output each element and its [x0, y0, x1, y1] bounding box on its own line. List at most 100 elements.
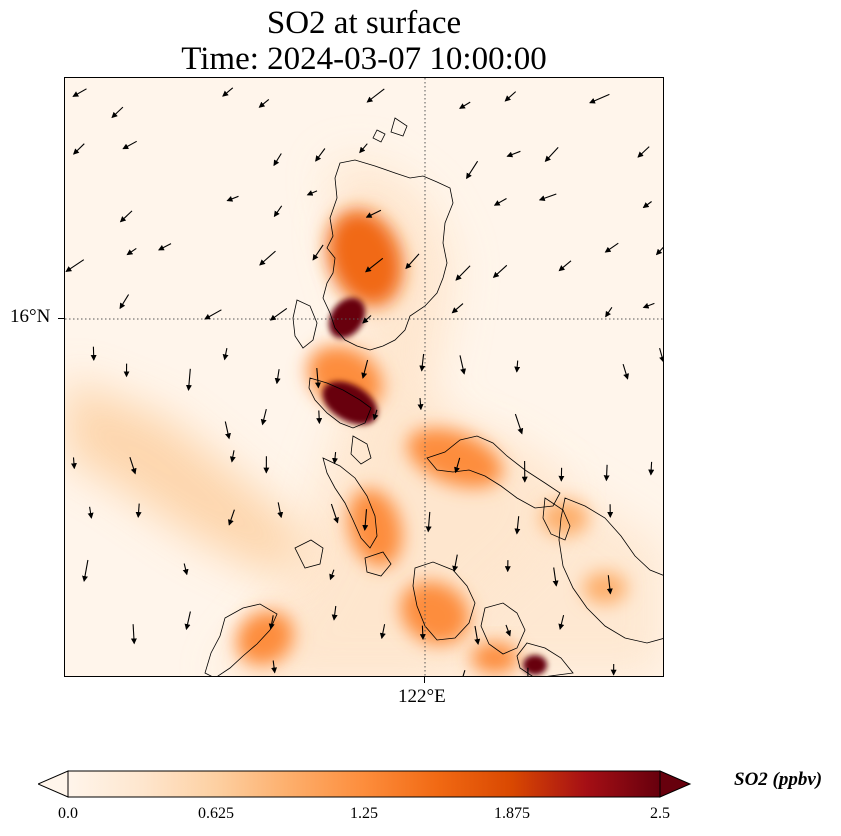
title-line-1: SO2 at surface — [266, 5, 462, 41]
wind-arrow — [119, 210, 133, 223]
wind-arrow — [504, 91, 517, 102]
colorbar-tick-label: 0.0 — [58, 805, 78, 822]
wind-arrow — [417, 398, 424, 411]
wind-arrow — [492, 264, 508, 278]
wind-arrow — [268, 615, 275, 630]
colorbar-tick-label: 1.875 — [494, 805, 530, 822]
map-plot-area — [64, 77, 664, 677]
wind-arrow — [87, 506, 94, 519]
wind-arrow — [454, 457, 461, 474]
wind-arrow — [119, 294, 130, 310]
wind-arrow — [362, 509, 369, 531]
wind-arrow — [365, 209, 382, 218]
wind-arrow — [135, 503, 142, 518]
title-line-2: Time: 2024-03-07 10:00:00 — [181, 41, 547, 77]
colorbar-under-extension — [38, 770, 69, 798]
wind-arrow — [419, 353, 426, 372]
wind-arrow — [642, 302, 655, 309]
so2-hotspot — [322, 381, 378, 425]
colorbar-units-label: SO2 (ppbv) — [734, 769, 823, 790]
wind-arrow — [419, 625, 426, 641]
wind-arrow — [274, 369, 281, 385]
wind-arrow — [70, 457, 77, 470]
wind-arrow — [637, 146, 650, 158]
wind-arrow — [544, 147, 559, 163]
wind-arrow — [184, 611, 191, 631]
wind-arrow — [315, 148, 326, 162]
so2-hotspot — [583, 572, 627, 604]
wind-arrow — [558, 260, 572, 272]
wind-arrow — [65, 259, 85, 272]
wind-arrow — [224, 421, 231, 440]
wind-arrow — [72, 88, 87, 97]
wind-arrow — [258, 98, 270, 108]
so2-hotspot — [523, 655, 547, 675]
lat-tick-label: 16°N — [10, 306, 51, 327]
wind-arrow — [622, 363, 630, 380]
wind-arrow — [271, 660, 278, 674]
so2-hotspot — [400, 581, 470, 645]
wind-arrow — [182, 563, 189, 576]
wind-arrow — [366, 88, 385, 103]
wind-arrow — [459, 355, 467, 375]
wind-arrow — [126, 247, 137, 256]
wind-arrow — [329, 569, 335, 581]
wind-arrow — [111, 106, 124, 119]
wind-arrow — [312, 244, 324, 261]
so2-hotspot — [236, 610, 294, 666]
wind-arrow — [316, 410, 323, 425]
wind-arrow — [506, 150, 521, 158]
wind-arrow — [552, 567, 559, 587]
wind-arrow — [306, 190, 318, 196]
so2-hotspot — [471, 642, 519, 674]
wind-arrow — [273, 153, 282, 167]
wind-arrow — [130, 624, 137, 645]
so2-field-band — [216, 158, 663, 676]
lat-tick-mark — [58, 318, 64, 319]
wind-arrow — [452, 554, 459, 572]
wind-arrow — [277, 502, 284, 519]
so2-hotspot — [347, 488, 403, 568]
wind-arrow — [648, 461, 655, 476]
colorbar-gradient — [67, 770, 661, 798]
wind-arrow — [330, 503, 339, 524]
wind-arrow — [222, 347, 229, 361]
wind-arrow — [604, 242, 619, 253]
so2-hotspot — [407, 428, 503, 488]
wind-arrow — [332, 452, 338, 465]
wind-arrow — [514, 360, 521, 373]
wind-arrow — [372, 409, 379, 421]
coastline — [204, 117, 663, 676]
wind-arrow — [655, 246, 663, 256]
wind-arrow — [505, 624, 512, 637]
lon-tick-mark — [424, 677, 425, 683]
so2-concentration-field — [65, 158, 663, 676]
wind-arrow — [603, 464, 610, 482]
wind-arrow — [606, 575, 613, 595]
wind-arrow — [229, 450, 236, 463]
wind-arrow — [474, 625, 481, 645]
wind-arrow — [455, 265, 471, 281]
wind-arrow — [269, 307, 288, 321]
wind-arrow — [222, 87, 234, 97]
colorbar-tick-label: 2.5 — [650, 805, 670, 822]
wind-vectors — [65, 87, 663, 676]
wind-arrow — [466, 160, 479, 180]
wind-arrow — [514, 413, 524, 435]
wind-arrow — [405, 253, 420, 270]
wind-arrow — [185, 368, 192, 391]
wind-arrow — [365, 257, 384, 273]
wind-arrow — [589, 93, 610, 104]
wind-arrow — [122, 140, 137, 150]
wind-arrow — [451, 303, 464, 314]
wind-arrow — [226, 195, 239, 202]
lon-tick-label: 122°E — [398, 686, 446, 707]
so2-hotspot — [328, 297, 366, 339]
wind-arrow — [158, 243, 172, 251]
wind-arrow — [493, 198, 507, 206]
wind-arrow — [605, 306, 613, 318]
wind-arrow — [462, 670, 466, 676]
wind-arrow — [459, 101, 471, 109]
wind-arrow — [227, 509, 235, 526]
wind-arrow — [538, 193, 557, 202]
